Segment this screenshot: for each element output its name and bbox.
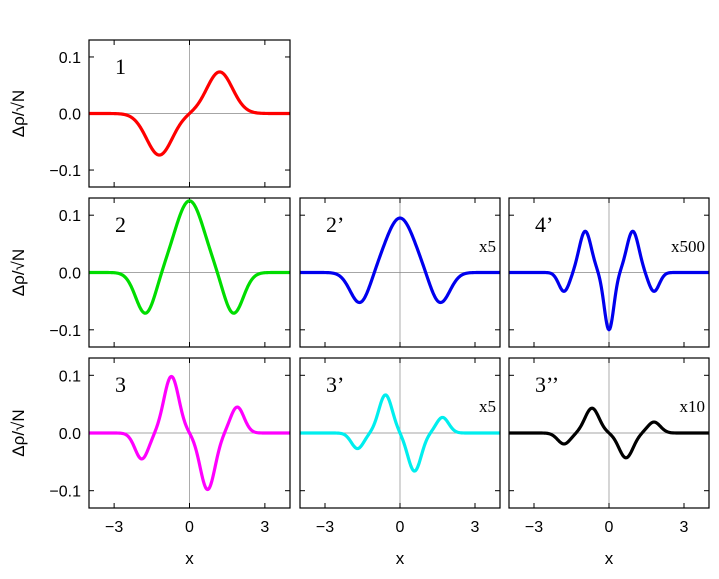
x-axis-title: x — [185, 549, 194, 568]
x-tick-label: 3 — [680, 519, 689, 536]
panel-4p: 4’ x500 — [508, 197, 710, 348]
series-line — [88, 70, 291, 157]
y-axis-title: Δρ/√N — [9, 90, 28, 137]
scale-factor-label: x5 — [479, 397, 496, 416]
scale-factor-label: x5 — [479, 237, 496, 256]
panel-2p: 2’ x5 — [299, 197, 501, 348]
series-line — [88, 199, 291, 315]
scale-factor-label: x10 — [680, 397, 706, 416]
y-axis-title: Δρ/√N — [9, 409, 28, 456]
y-tick-label: −0.1 — [49, 163, 81, 180]
series-line — [299, 216, 501, 305]
x-tick-label: 3 — [260, 519, 269, 536]
panel-1: 1 −0.1 0.0 0.1 Δρ/√N — [9, 39, 291, 188]
x-tick-label: 0 — [605, 519, 614, 536]
x-axis-title: x — [396, 549, 405, 568]
x-tick-label: 3 — [471, 519, 480, 536]
panel-label: 4’ — [535, 212, 553, 237]
y-tick-label: 0.1 — [59, 50, 81, 67]
plot-frame — [508, 357, 710, 509]
panel-3pp: 3’’ x10 −3 0 3 x — [508, 357, 710, 568]
series-line — [508, 406, 710, 460]
panel-label: 2’ — [326, 212, 344, 237]
panel-3p: 3’ x5 −3 0 3 x — [299, 357, 501, 568]
plot-frame — [299, 357, 501, 509]
x-tick-label: 0 — [185, 519, 194, 536]
series-line — [88, 374, 291, 492]
panel-label: 3’’ — [535, 372, 559, 397]
plot-frame — [88, 197, 291, 348]
plot-frame — [299, 197, 501, 348]
scale-factor-label: x500 — [671, 237, 705, 256]
x-tick-label: −3 — [316, 519, 334, 536]
y-axis-title: Δρ/√N — [9, 249, 28, 296]
y-tick-label: 0.0 — [59, 266, 81, 283]
y-tick-label: 0.1 — [59, 208, 81, 225]
x-tick-label: 0 — [396, 519, 405, 536]
panel-label: 3’ — [326, 372, 344, 397]
panel-label: 3 — [115, 372, 126, 397]
x-tick-label: −3 — [525, 519, 543, 536]
x-tick-label: −3 — [105, 519, 123, 536]
y-tick-label: −0.1 — [49, 323, 81, 340]
panel-label: 2 — [115, 212, 126, 237]
y-tick-label: −0.1 — [49, 484, 81, 501]
series-line — [299, 393, 501, 473]
plot-frame — [88, 357, 291, 509]
y-tick-label: 0.1 — [59, 368, 81, 385]
plot-frame — [88, 39, 291, 188]
panel-2: 2 −0.1 0.0 0.1 Δρ/√N — [9, 197, 291, 348]
y-tick-label: 0.0 — [59, 426, 81, 443]
plot-frame — [508, 197, 710, 348]
panel-3: 3 −0.1 0.0 0.1 −3 0 3 x Δρ/√N — [9, 357, 291, 568]
panel-label: 1 — [115, 54, 126, 79]
series-line — [508, 229, 710, 332]
y-tick-label: 0.0 — [59, 107, 81, 124]
x-axis-title: x — [605, 549, 614, 568]
